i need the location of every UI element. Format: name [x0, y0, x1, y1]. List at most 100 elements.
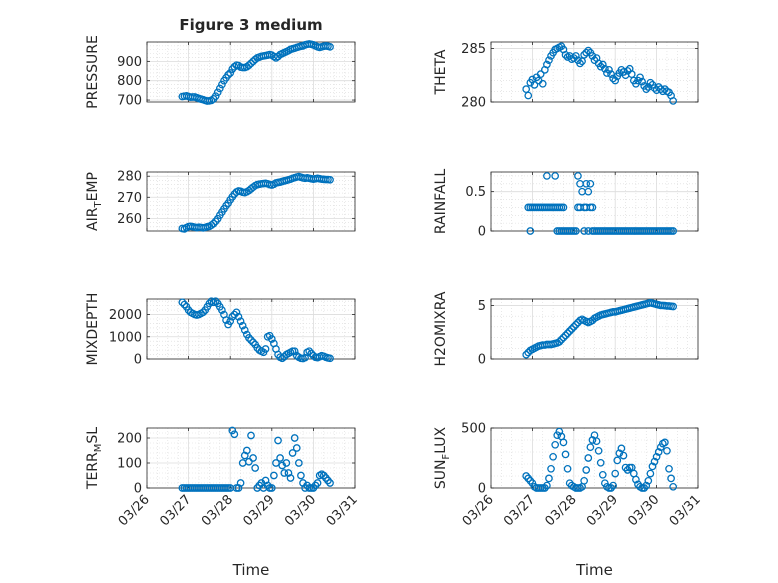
- data-point: [592, 437, 601, 446]
- data-point: [559, 203, 568, 212]
- data-point: [245, 334, 253, 342]
- x-tick-label: 03/29: [584, 492, 621, 529]
- data-point: [557, 335, 566, 344]
- data-point: [642, 481, 651, 490]
- data-point: [522, 350, 531, 359]
- data-point: [598, 60, 607, 69]
- x-tick-label: 03/30: [625, 492, 662, 529]
- data-point: [224, 71, 232, 79]
- data-point: [559, 333, 568, 342]
- data-point: [669, 302, 678, 311]
- x-tick-label: 03/31: [667, 492, 704, 529]
- axes-box: [146, 41, 356, 103]
- data-point: [584, 46, 593, 55]
- data-point: [611, 76, 620, 85]
- data-point: [222, 316, 230, 324]
- data-point: [522, 85, 531, 93]
- data-point: [646, 469, 655, 478]
- axes-box: [490, 171, 699, 232]
- data-point: [543, 481, 551, 490]
- data-point: [619, 451, 628, 460]
- data-point: [615, 449, 624, 458]
- x-tick-label: 03/30: [282, 492, 319, 529]
- y-tick-label: 200: [117, 432, 142, 447]
- data-point: [580, 227, 589, 235]
- x-tick-label: 03/29: [241, 492, 278, 529]
- data-point: [551, 440, 560, 449]
- data-point: [297, 471, 305, 480]
- data-point: [286, 474, 295, 482]
- data-point: [290, 347, 299, 356]
- data-point: [240, 326, 249, 334]
- data-point: [632, 475, 640, 484]
- data-point: [669, 227, 678, 235]
- data-point: [636, 73, 644, 82]
- y-tick-label: 280: [461, 96, 486, 111]
- axes-box: [146, 427, 356, 489]
- data-point: [292, 444, 301, 452]
- y-tick-label: 0: [134, 482, 142, 497]
- data-point: [551, 172, 560, 180]
- data-point: [278, 354, 287, 363]
- x-axis-label: Time: [232, 561, 270, 579]
- y-axis-label: MIXDEPTH: [85, 293, 101, 366]
- data-point: [234, 312, 243, 321]
- data-point: [555, 427, 564, 436]
- y-axis-label: H2OMIXRA: [433, 291, 449, 366]
- data-point: [307, 349, 316, 358]
- data-point: [617, 444, 626, 453]
- data-point: [326, 354, 334, 363]
- axes-box: [490, 41, 699, 103]
- data-point: [270, 471, 278, 480]
- axes-box: [490, 298, 699, 360]
- data-point: [613, 456, 622, 465]
- data-point: [574, 172, 582, 180]
- data-point: [665, 464, 673, 473]
- data-point: [580, 476, 589, 485]
- data-point: [251, 55, 260, 64]
- data-point: [288, 449, 297, 457]
- data-point: [236, 317, 245, 326]
- data-point: [586, 179, 595, 188]
- x-tick-label: 03/26: [116, 492, 153, 529]
- data-point: [588, 436, 597, 444]
- data-point: [582, 48, 591, 57]
- data-point: [282, 459, 291, 467]
- y-tick-label: 0: [478, 225, 486, 240]
- data-point: [594, 446, 603, 455]
- x-tick-label: 03/28: [543, 492, 580, 529]
- y-tick-label: 0: [478, 353, 486, 368]
- data-point: [215, 84, 224, 93]
- data-point: [245, 457, 253, 466]
- data-point: [561, 51, 570, 59]
- y-tick-label: 280: [117, 170, 142, 185]
- x-tick-label: 03/26: [460, 492, 497, 529]
- data-point: [644, 476, 653, 485]
- y-tick-label: 100: [117, 457, 142, 472]
- data-point: [272, 459, 280, 467]
- data-point: [247, 59, 255, 68]
- data-point: [247, 336, 255, 344]
- data-point: [228, 65, 237, 73]
- data-point: [669, 482, 678, 491]
- data-point: [572, 320, 580, 329]
- data-point: [180, 300, 189, 309]
- data-point: [276, 454, 284, 462]
- data-point: [572, 52, 580, 60]
- data-point: [230, 310, 239, 319]
- data-point: [549, 452, 557, 461]
- data-point: [596, 458, 605, 467]
- subplot-bottom-right: 0 500 03/26 03/27 03/28 03/29 03/30 03/31 Time SU…: [433, 422, 704, 580]
- y-tick-label: 2000: [109, 308, 142, 323]
- data-point: [530, 81, 539, 89]
- y-tick-label: 500: [461, 422, 486, 437]
- data-point: [274, 436, 282, 445]
- data-point: [547, 464, 555, 473]
- data-point: [213, 88, 222, 97]
- data-point: [609, 481, 617, 490]
- data-point: [600, 64, 609, 73]
- data-point: [582, 466, 591, 474]
- x-tick-label: 03/27: [501, 492, 538, 529]
- data-point: [230, 430, 239, 439]
- y-tick-label: 900: [117, 55, 142, 70]
